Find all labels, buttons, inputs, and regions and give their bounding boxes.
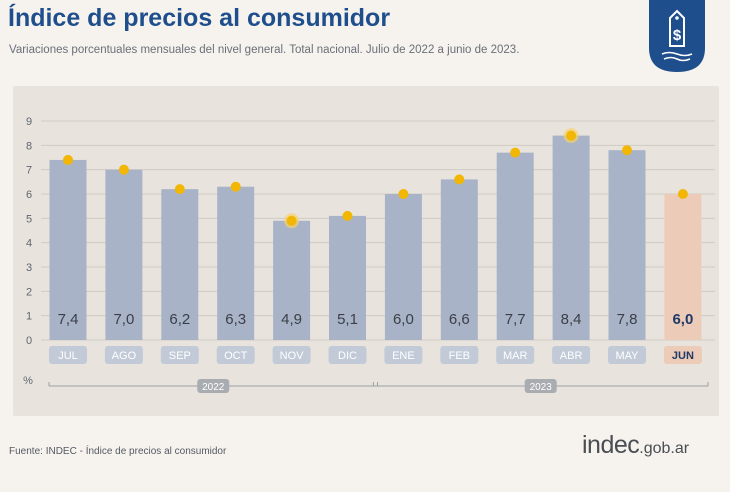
year-label: 2023	[530, 382, 553, 393]
bar-chart: 0 1 2 3 4 5 6 7 8 9 7,4 JUL 7,0 AGO 6,2 SEP 6,3 OCT 4,9 NOV…	[23, 116, 715, 393]
logo-domain-text: .gob.ar	[639, 440, 690, 457]
y-tick-label: 5	[26, 213, 32, 225]
y-tick-label: 4	[26, 238, 32, 250]
bar-value-label: 8,4	[561, 311, 582, 328]
category-label: AGO	[112, 350, 137, 362]
category-label: JUL	[58, 350, 78, 362]
bar	[608, 150, 646, 340]
source-note: Fuente: INDEC - Índice de precios al con…	[9, 446, 227, 457]
bar	[273, 220, 311, 340]
category-pill	[328, 346, 367, 364]
value-marker	[510, 147, 521, 158]
category-label: MAR	[503, 350, 528, 362]
value-marker	[622, 145, 632, 156]
category-label: OCT	[224, 350, 248, 362]
y-tick-label: 6	[26, 189, 32, 201]
category-label: NOV	[280, 350, 305, 362]
category-pill	[384, 346, 423, 364]
category-label: SEP	[169, 350, 191, 362]
bar-value-label: 4,9	[281, 311, 302, 328]
category-pill	[272, 346, 311, 364]
category-pill	[608, 346, 646, 364]
bar	[552, 135, 590, 340]
category-label: JUN	[672, 350, 694, 362]
bar-value-label: 5,1	[337, 311, 358, 328]
bar	[105, 169, 143, 340]
bar-value-label: 7,7	[505, 311, 526, 328]
year-label: 2022	[202, 382, 225, 393]
bar	[329, 215, 366, 340]
category-label: ABR	[560, 350, 583, 362]
category-pill	[552, 346, 591, 364]
chart-panel: 0 1 2 3 4 5 6 7 8 9 7,4 JUL 7,0 AGO 6,2 SEP 6,3 OCT 4,9 NOV…	[13, 86, 719, 416]
value-marker	[398, 189, 409, 199]
bar	[161, 189, 199, 340]
bar	[384, 194, 422, 340]
value-marker	[118, 164, 129, 175]
bar	[49, 159, 87, 340]
page-title: Índice de precios al consumidor	[8, 4, 391, 32]
value-marker	[566, 130, 577, 141]
price-tag-dollar-icon: $	[649, 0, 705, 72]
bar	[664, 194, 702, 340]
value-marker	[63, 154, 73, 165]
value-marker	[174, 184, 185, 195]
y-tick-label: 8	[26, 140, 32, 152]
logo-main-text: indec	[582, 431, 640, 459]
category-label: FEB	[449, 350, 470, 362]
year-pill	[524, 379, 557, 393]
bar-value-label: 6,2	[169, 311, 190, 328]
bar-value-label: 6,3	[225, 311, 246, 328]
category-pill	[104, 346, 143, 364]
year-pill	[197, 379, 230, 393]
value-marker	[286, 215, 297, 226]
category-pill	[160, 346, 199, 364]
bar-value-label: 6,6	[449, 311, 470, 328]
bar	[440, 179, 478, 340]
bar	[496, 152, 534, 340]
category-pill	[49, 346, 87, 364]
y-tick-label: 1	[26, 311, 32, 323]
bar-value-label: 7,0	[113, 311, 134, 328]
category-pill	[216, 346, 255, 364]
bar	[217, 186, 255, 340]
value-marker	[230, 181, 241, 192]
bar-value-label: 7,4	[58, 311, 79, 328]
category-pill	[440, 346, 479, 364]
y-tick-label: 0	[26, 335, 32, 347]
indec-logo: indec.gob.ar	[582, 431, 689, 460]
value-marker	[342, 210, 353, 221]
category-label: MAY	[615, 350, 639, 362]
svg-text:$: $	[673, 27, 682, 44]
bar-value-label: 6,0	[393, 311, 414, 328]
page-subtitle: Variaciones porcentuales mensuales del n…	[9, 44, 520, 56]
category-pill	[663, 346, 702, 364]
y-tick-label: 2	[26, 286, 32, 298]
bar-value-label: 6,0	[672, 311, 693, 328]
category-pill	[496, 346, 535, 364]
category-label: ENE	[392, 350, 415, 362]
value-marker	[454, 174, 465, 185]
bar-value-label: 7,8	[617, 311, 638, 328]
y-tick-label: 9	[26, 116, 32, 128]
category-label: DIC	[338, 350, 357, 362]
y-tick-label: 3	[26, 262, 32, 274]
y-tick-label: 7	[26, 165, 32, 177]
value-marker	[677, 189, 688, 199]
y-axis-unit: %	[23, 375, 33, 387]
